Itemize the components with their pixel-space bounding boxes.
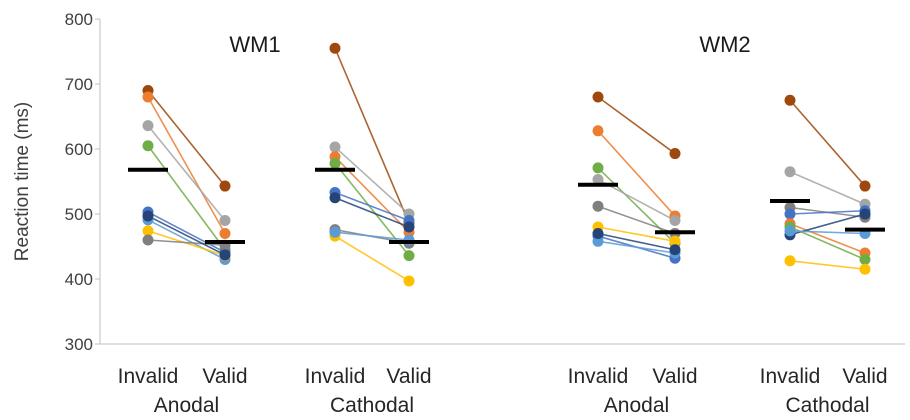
subject-line xyxy=(147,89,226,187)
subject-line xyxy=(789,99,866,187)
subject-point xyxy=(403,275,415,287)
subject-line xyxy=(334,235,410,282)
subject-line xyxy=(147,239,226,246)
subject-line xyxy=(789,223,866,254)
y-tick-label: 600 xyxy=(65,140,93,159)
subject-point xyxy=(859,180,871,192)
panel-title: WM1 xyxy=(229,32,280,57)
subject-line xyxy=(789,171,866,205)
subject-point xyxy=(403,221,415,233)
subject-point xyxy=(219,249,231,261)
subject-point xyxy=(329,42,341,54)
subject-point xyxy=(669,235,681,247)
subject-point xyxy=(669,244,681,256)
x-condition-label: Anodal xyxy=(604,394,669,417)
x-condition-label: Cathodal xyxy=(785,394,869,417)
x-category-label: Valid xyxy=(652,365,697,388)
subject-line xyxy=(147,219,226,261)
subject-point xyxy=(784,225,796,237)
subject-point xyxy=(784,94,796,106)
subject-line xyxy=(789,230,866,235)
subject-point xyxy=(329,157,341,169)
subject-point xyxy=(592,125,604,137)
subject-line xyxy=(334,47,410,224)
subject-point xyxy=(219,215,231,226)
subject-point xyxy=(859,208,871,220)
subject-point xyxy=(784,208,796,220)
subject-line xyxy=(147,215,226,256)
x-condition-label: Anodal xyxy=(154,394,219,417)
subject-point xyxy=(592,200,604,212)
subject-point xyxy=(784,255,796,267)
x-category-label: Valid xyxy=(386,365,431,388)
subject-line xyxy=(597,240,676,254)
subject-line xyxy=(147,145,226,251)
subject-point xyxy=(592,228,604,239)
subject-point xyxy=(142,234,154,246)
x-category-label: Invalid xyxy=(118,365,179,388)
subject-line xyxy=(789,226,866,261)
y-tick-label: 500 xyxy=(65,205,93,224)
x-condition-label: Cathodal xyxy=(330,394,414,417)
x-category-label: Invalid xyxy=(568,365,629,388)
y-tick-label: 800 xyxy=(65,10,93,29)
subject-line xyxy=(597,130,676,217)
subject-point xyxy=(219,180,231,192)
y-tick-label: 300 xyxy=(65,335,93,354)
subject-line xyxy=(334,146,410,215)
x-category-label: Invalid xyxy=(305,365,366,388)
subject-point xyxy=(784,166,796,178)
subject-line xyxy=(147,211,226,254)
y-axis-title: Reaction time (ms) xyxy=(12,102,33,261)
subject-line xyxy=(597,96,676,155)
subject-point xyxy=(142,91,154,103)
subject-point xyxy=(329,141,341,153)
subject-point xyxy=(859,263,871,275)
subject-line xyxy=(597,226,676,243)
subject-point xyxy=(592,162,604,174)
subject-line xyxy=(334,231,410,241)
subject-line xyxy=(597,232,676,251)
subject-line xyxy=(147,96,226,234)
subject-point xyxy=(142,210,154,222)
x-category-label: Invalid xyxy=(760,365,821,388)
panel-title: WM2 xyxy=(699,32,750,57)
subject-line xyxy=(789,260,866,271)
subject-point xyxy=(329,226,341,238)
x-category-label: Valid xyxy=(842,365,887,388)
subject-point xyxy=(592,174,604,186)
subject-point xyxy=(592,91,604,103)
subject-point xyxy=(403,250,415,262)
subject-line xyxy=(789,209,866,215)
subject-point xyxy=(859,254,871,265)
subject-line xyxy=(334,197,410,228)
y-tick-label: 700 xyxy=(65,75,93,94)
x-category-label: Valid xyxy=(202,365,247,388)
subject-point xyxy=(329,192,341,204)
subject-line xyxy=(147,125,226,222)
subject-line xyxy=(334,191,410,222)
subject-point xyxy=(592,235,604,247)
subject-point xyxy=(219,228,231,239)
y-tick-label: 400 xyxy=(65,270,93,289)
subject-line xyxy=(597,205,676,235)
subject-point xyxy=(142,120,154,132)
subject-point xyxy=(142,225,154,237)
subject-point xyxy=(669,148,681,160)
subject-point xyxy=(669,215,681,226)
subject-point xyxy=(142,140,154,152)
